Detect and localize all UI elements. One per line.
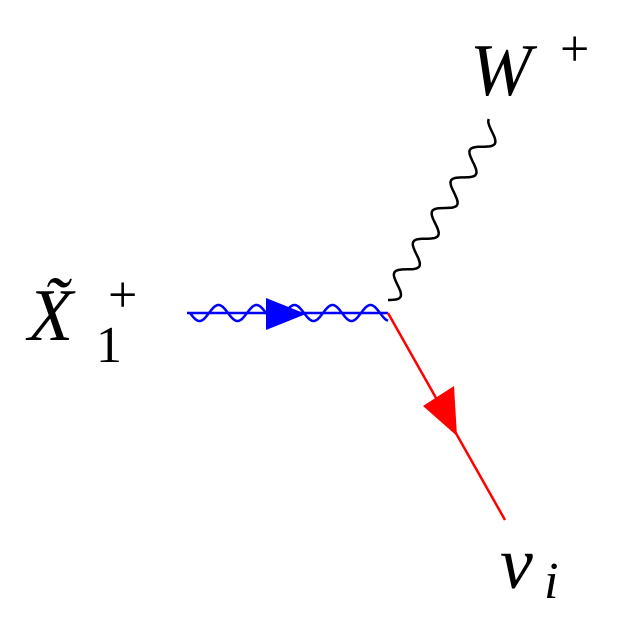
chargino-symbol: X̃ [25,275,76,357]
w-boson-line [388,118,497,302]
chargino-superscript: + [108,267,137,324]
neutrino-arrow [423,386,457,436]
chargino-subscript: 1 [96,317,122,374]
w-symbol: W [470,30,538,112]
w-superscript: + [560,21,589,78]
chargino-arrow [266,298,306,330]
nu-subscript: i [544,553,558,610]
nu-symbol: ν [500,523,533,605]
chargino-label: X̃ [25,275,76,357]
